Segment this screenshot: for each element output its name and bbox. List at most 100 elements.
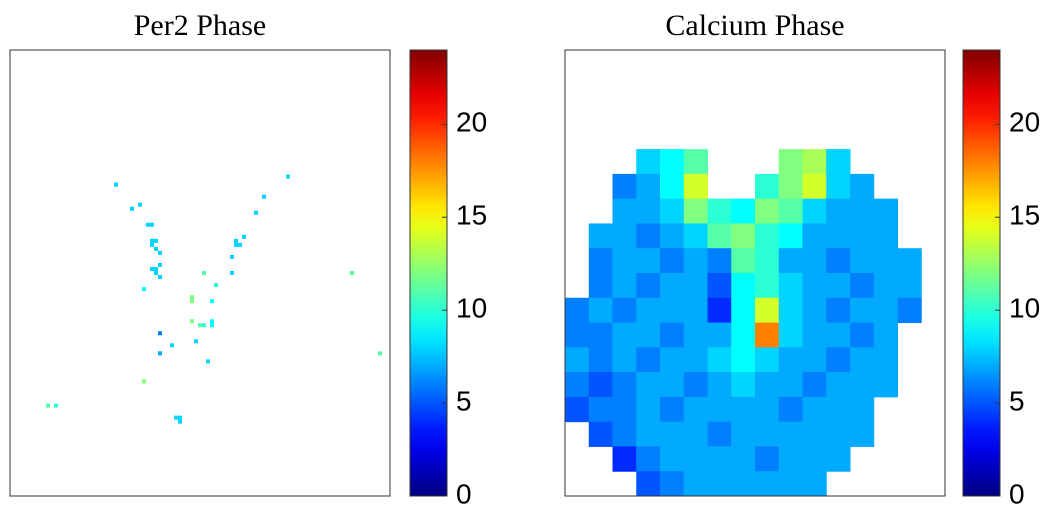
heatmap-cell	[731, 198, 756, 224]
heatmap-cell	[802, 149, 827, 175]
heatmap-cell	[683, 372, 708, 398]
heatmap-cell	[778, 173, 803, 200]
heatmap-pixel	[210, 319, 214, 324]
heatmap-cell	[850, 372, 875, 398]
heatmap-cell	[707, 347, 732, 373]
heatmap-cell	[636, 198, 661, 224]
heatmap-pixel	[254, 210, 258, 215]
heatmap-pixel	[158, 262, 162, 267]
heatmap-pixel	[158, 275, 162, 280]
heatmap-cell	[683, 446, 708, 472]
heatmap-cell	[731, 396, 756, 423]
heatmap-pixel	[170, 343, 174, 348]
colorbar-tick-label: 15	[1009, 200, 1040, 231]
heatmap-cell	[755, 173, 780, 200]
heatmap-pixel	[378, 351, 382, 356]
colorbar-tick-label: 0	[456, 478, 472, 509]
heatmap-cell	[612, 446, 637, 472]
heatmap-cell	[778, 273, 803, 299]
heatmap-cell	[802, 297, 827, 324]
heatmap-pixel	[150, 238, 154, 243]
heatmap-cell	[683, 173, 708, 200]
colorbar	[962, 49, 1001, 497]
heatmap-pixel	[178, 415, 182, 420]
heatmap-cell	[707, 223, 732, 249]
heatmap-cell	[802, 372, 827, 398]
heatmap-cell	[873, 273, 898, 299]
heatmap-cell	[660, 198, 685, 224]
heatmap-cell	[636, 273, 661, 299]
heatmap-cell	[707, 421, 732, 447]
heatmap-cell	[778, 223, 803, 249]
heatmap-cell	[636, 149, 661, 175]
heatmap-cell	[731, 273, 756, 299]
heatmap-pixel	[242, 234, 246, 239]
colorbar-tick-label: 5	[456, 385, 472, 416]
heatmap-cell	[612, 396, 637, 423]
heatmap-cell	[636, 173, 661, 200]
heatmap-pixel	[154, 246, 158, 251]
heatmap-cell	[588, 421, 613, 447]
heatmap-cell	[660, 396, 685, 423]
heatmap-cell	[778, 248, 803, 274]
heatmap-cell	[755, 223, 780, 249]
heatmap-cell	[802, 198, 827, 224]
axes-frame	[564, 49, 946, 497]
colorbar-tick-label: 10	[1009, 293, 1040, 324]
heatmap-cell	[778, 421, 803, 447]
heatmap-cell	[897, 248, 922, 274]
heatmap-pixel	[142, 287, 146, 292]
heatmap-cell	[873, 223, 898, 249]
heatmap-cell	[778, 471, 803, 497]
heatmap-cell	[707, 471, 732, 497]
heatmap-pixel	[158, 351, 162, 356]
heatmap-cell	[612, 372, 637, 398]
heatmap-cell	[778, 198, 803, 224]
colorbar-tick-label: 20	[456, 107, 487, 138]
heatmap-pixel	[46, 403, 50, 408]
heatmap-cell	[707, 372, 732, 398]
heatmap-cell	[683, 297, 708, 324]
heatmap-cell	[565, 297, 590, 324]
heatmap-cell	[826, 322, 851, 348]
heatmap-cell	[826, 297, 851, 324]
heatmap-pixel	[234, 238, 238, 243]
heatmap-cell	[802, 421, 827, 447]
heatmap-cell	[660, 347, 685, 373]
heatmap-pixel	[210, 323, 214, 328]
heatmap-cell	[660, 446, 685, 472]
heatmap-cell	[755, 446, 780, 472]
heatmap-cell	[565, 347, 590, 373]
heatmap-cell	[612, 421, 637, 447]
heatmap-pixel	[178, 419, 182, 424]
heatmap-cell	[588, 248, 613, 274]
heatmap-cell	[636, 396, 661, 423]
heatmap-cell	[826, 198, 851, 224]
heatmap-cell	[707, 273, 732, 299]
heatmap-cell	[660, 297, 685, 324]
heatmap-pixel	[210, 299, 214, 304]
colorbar-tick-label: 0	[1009, 478, 1025, 509]
heatmap-cell	[731, 322, 756, 348]
heatmap-cell	[850, 248, 875, 274]
heatmap-cell	[802, 223, 827, 249]
heatmap-cell	[826, 446, 851, 472]
heatmap-cell	[873, 372, 898, 398]
heatmap-cell	[755, 372, 780, 398]
axes-frame	[9, 49, 391, 497]
heatmap-pixel	[150, 222, 154, 227]
heatmap-cell	[755, 421, 780, 447]
heatmap-pixel	[114, 182, 118, 187]
heatmap-cell	[612, 347, 637, 373]
heatmap-cell	[778, 322, 803, 348]
heatmap-cell	[778, 396, 803, 423]
heatmap-pixel	[146, 222, 150, 227]
heatmap-cell	[707, 322, 732, 348]
heatmap-pixel	[130, 206, 134, 211]
heatmap-cell	[707, 446, 732, 472]
heatmap-cell	[850, 421, 875, 447]
heatmap-pixel	[54, 403, 58, 408]
heatmap-cell	[612, 223, 637, 249]
heatmap-cell	[826, 149, 851, 175]
